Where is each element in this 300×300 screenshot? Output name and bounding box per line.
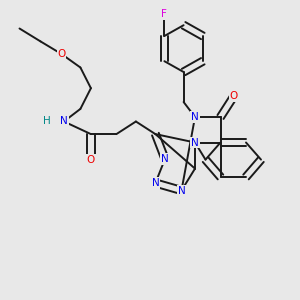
Text: O: O — [57, 49, 66, 59]
Text: N: N — [60, 116, 68, 127]
Text: O: O — [230, 91, 238, 101]
Text: N: N — [191, 137, 199, 148]
Text: N: N — [60, 116, 68, 127]
Text: N: N — [191, 112, 199, 122]
Text: N: N — [178, 185, 185, 196]
Text: N: N — [161, 154, 169, 164]
Text: O: O — [87, 154, 95, 165]
Text: F: F — [161, 9, 167, 20]
Text: H: H — [43, 116, 50, 127]
Text: N: N — [152, 178, 159, 188]
